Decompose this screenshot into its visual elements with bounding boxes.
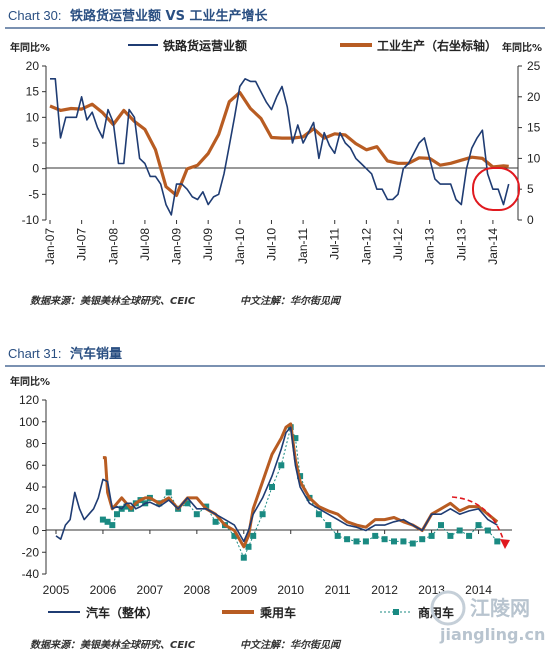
chart-30-series-rail-freight bbox=[50, 78, 510, 216]
chart-31-legend-label-commercial: 商用车 bbox=[418, 605, 454, 620]
chart-30-x-tick-label: Jan-08 bbox=[106, 228, 120, 265]
chart-30-x-tick-label: Jan-14 bbox=[486, 228, 500, 265]
chart-31-x-tick-label: 2008 bbox=[183, 583, 210, 597]
chart-31-commercial-point bbox=[193, 511, 200, 518]
chart-31-x-tick-label: 2009 bbox=[230, 583, 257, 597]
chart-31-y-tick-label: 80 bbox=[26, 437, 40, 451]
chart-31-y-tick-label: 40 bbox=[26, 480, 40, 494]
chart-31-x-ticks: 2005 2006 2007 2008 2009 2010 2011 2012 2013 2014 bbox=[43, 530, 492, 597]
watermark: 江陵网 jiangling.cn bbox=[430, 590, 545, 644]
chart-31-y-tick-label: 60 bbox=[26, 458, 40, 472]
chart-30-note: 中文注解：华尔街见闻 bbox=[240, 295, 342, 307]
chart-31-y-tick-label: 0 bbox=[32, 524, 39, 538]
chart-31-y-tick-label: 20 bbox=[26, 502, 40, 516]
chart-31-x-tick-label: 2006 bbox=[90, 583, 117, 597]
chart-31: Chart 31: 汽车销量 年同比% -40 -20 0 20 40 60 80 100 12… bbox=[5, 346, 545, 651]
chart-31-commercial-point bbox=[400, 538, 407, 545]
chart-31-commercial-point bbox=[438, 522, 444, 529]
chart-31-commercial-point bbox=[325, 522, 332, 529]
chart-30-right-axis-unit: 年同比% bbox=[502, 41, 542, 54]
chart-30-x-tick-label: Jul-09 bbox=[201, 228, 215, 261]
chart-30-x-tick-label: Jul-11 bbox=[328, 228, 342, 260]
chart-31-commercial-markers bbox=[99, 424, 501, 561]
chart-31-trend-arrowhead bbox=[500, 539, 510, 549]
chart-31-commercial-point bbox=[494, 538, 501, 545]
chart-31-x-tick-label: 2011 bbox=[325, 583, 351, 597]
chart-30-x-tick-label: Jul-13 bbox=[454, 228, 468, 261]
chart-31-commercial-point bbox=[344, 536, 351, 543]
chart-30-x-tick-label: Jul-10 bbox=[264, 228, 278, 261]
chart-31-y-ticks: -40 -20 0 20 40 60 80 100 120 bbox=[19, 393, 46, 581]
chart-30: Chart 30: 铁路货运营业额 VS 工业生产增长 年同比% 年同比% 铁路… bbox=[5, 8, 545, 307]
chart-31-title: 汽车销量 bbox=[70, 346, 122, 362]
chart-30-x-tick-label: Jan-13 bbox=[423, 228, 437, 265]
chart-30-left-ticks: -10 -5 0 5 10 15 20 bbox=[22, 59, 46, 227]
chart-30-left-tick-label: 10 bbox=[26, 110, 40, 124]
chart-30-left-tick-label: 15 bbox=[26, 85, 40, 99]
chart-31-y-tick-label: 120 bbox=[19, 393, 39, 407]
chart-31-legend-label-passenger: 乘用车 bbox=[259, 605, 296, 620]
chart-31-number: Chart 31: bbox=[8, 346, 61, 361]
chart-30-right-tick-label: 25 bbox=[527, 59, 541, 73]
watermark-logo-icon bbox=[430, 590, 466, 626]
chart-30-right-tick-label: 15 bbox=[527, 121, 541, 135]
chart-31-source: 数据来源：美银美林全球研究、CEIC bbox=[30, 639, 196, 651]
chart-30-number: Chart 30: bbox=[8, 8, 61, 23]
chart-30-x-tick-label: Jan-12 bbox=[359, 228, 373, 265]
chart-30-left-tick-label: 0 bbox=[32, 162, 39, 176]
chart-31-x-tick-label: 2007 bbox=[137, 583, 164, 597]
chart-31-axis-unit: 年同比% bbox=[10, 375, 50, 388]
chart-31-series-commercial bbox=[102, 425, 498, 559]
chart-31-x-tick-label: 2014 bbox=[465, 583, 492, 597]
chart-30-title: 铁路货运营业额 VS 工业生产增长 bbox=[69, 8, 268, 24]
chart-31-commercial-point bbox=[381, 536, 388, 543]
chart-31-series-total bbox=[55, 426, 498, 543]
chart-30-source: 数据来源：美银美林全球研究、CEIC bbox=[30, 295, 196, 307]
chart-30-highlight-circle bbox=[472, 167, 520, 211]
chart-31-commercial-point bbox=[165, 489, 172, 496]
chart-31-commercial-point bbox=[109, 522, 116, 529]
chart-31-y-tick-label: -40 bbox=[22, 567, 40, 581]
watermark-cn: 江陵网 bbox=[470, 596, 530, 620]
chart-30-right-tick-label: 5 bbox=[527, 182, 534, 196]
chart-30-x-tick-label: Jul-08 bbox=[138, 228, 152, 261]
chart-30-x-tick-label: Jan-11 bbox=[296, 228, 310, 264]
chart-31-commercial-point bbox=[466, 532, 473, 539]
chart-31-commercial-point bbox=[362, 538, 369, 545]
chart-30-right-tick-label: 10 bbox=[527, 151, 541, 165]
chart-30-left-tick-label: -10 bbox=[22, 213, 40, 227]
chart-31-commercial-point bbox=[419, 536, 426, 543]
chart-30-x-tick-label: Jan-09 bbox=[170, 228, 184, 265]
chart-31-x-tick-label: 2005 bbox=[43, 583, 70, 597]
chart-30-right-ticks: 0 5 10 15 20 25 bbox=[518, 59, 541, 227]
chart-31-legend-label-total: 汽车（整体） bbox=[86, 605, 158, 620]
chart-31-legend-swatch-commercial-marker bbox=[393, 609, 399, 615]
chart-30-left-tick-label: -5 bbox=[28, 187, 39, 201]
chart-30-legend-label-rail: 铁路货运营业额 bbox=[163, 38, 247, 53]
chart-31-x-tick-label: 2010 bbox=[277, 583, 304, 597]
chart-31-y-tick-label: -20 bbox=[22, 545, 40, 559]
chart-30-left-tick-label: 20 bbox=[26, 59, 40, 73]
chart-30-x-tick-label: Jan-10 bbox=[233, 228, 247, 265]
chart-31-commercial-point bbox=[114, 511, 120, 518]
chart-31-trend-arrow bbox=[451, 496, 506, 546]
chart-30-legend-label-ip: 工业生产（右坐标轴） bbox=[377, 38, 497, 53]
chart-31-note: 中文注解：华尔街见闻 bbox=[240, 639, 342, 651]
chart-30-right-tick-label: 20 bbox=[527, 90, 541, 104]
chart-31-y-tick-label: 100 bbox=[19, 415, 39, 429]
chart-30-x-ticks: Jan-07 Jul-07 Jan-08 Jul-08 Jan-09 Jul-09 Jan-… bbox=[43, 220, 500, 265]
chart-30-left-axis-unit: 年同比% bbox=[10, 41, 50, 54]
watermark-en: jiangling.cn bbox=[439, 625, 545, 644]
chart-31-x-tick-label: 2012 bbox=[371, 583, 398, 597]
chart-31-commercial-point bbox=[123, 503, 130, 510]
chart-30-right-tick-label: 0 bbox=[527, 213, 534, 227]
chart-30-x-tick-label: Jan-07 bbox=[43, 228, 57, 265]
chart-30-x-tick-label: Jul-07 bbox=[75, 228, 89, 261]
chart-30-series-industrial-production bbox=[49, 90, 509, 197]
chart-30-left-tick-label: 5 bbox=[32, 136, 39, 150]
chart-30-x-tick-label: Jul-12 bbox=[391, 228, 405, 261]
